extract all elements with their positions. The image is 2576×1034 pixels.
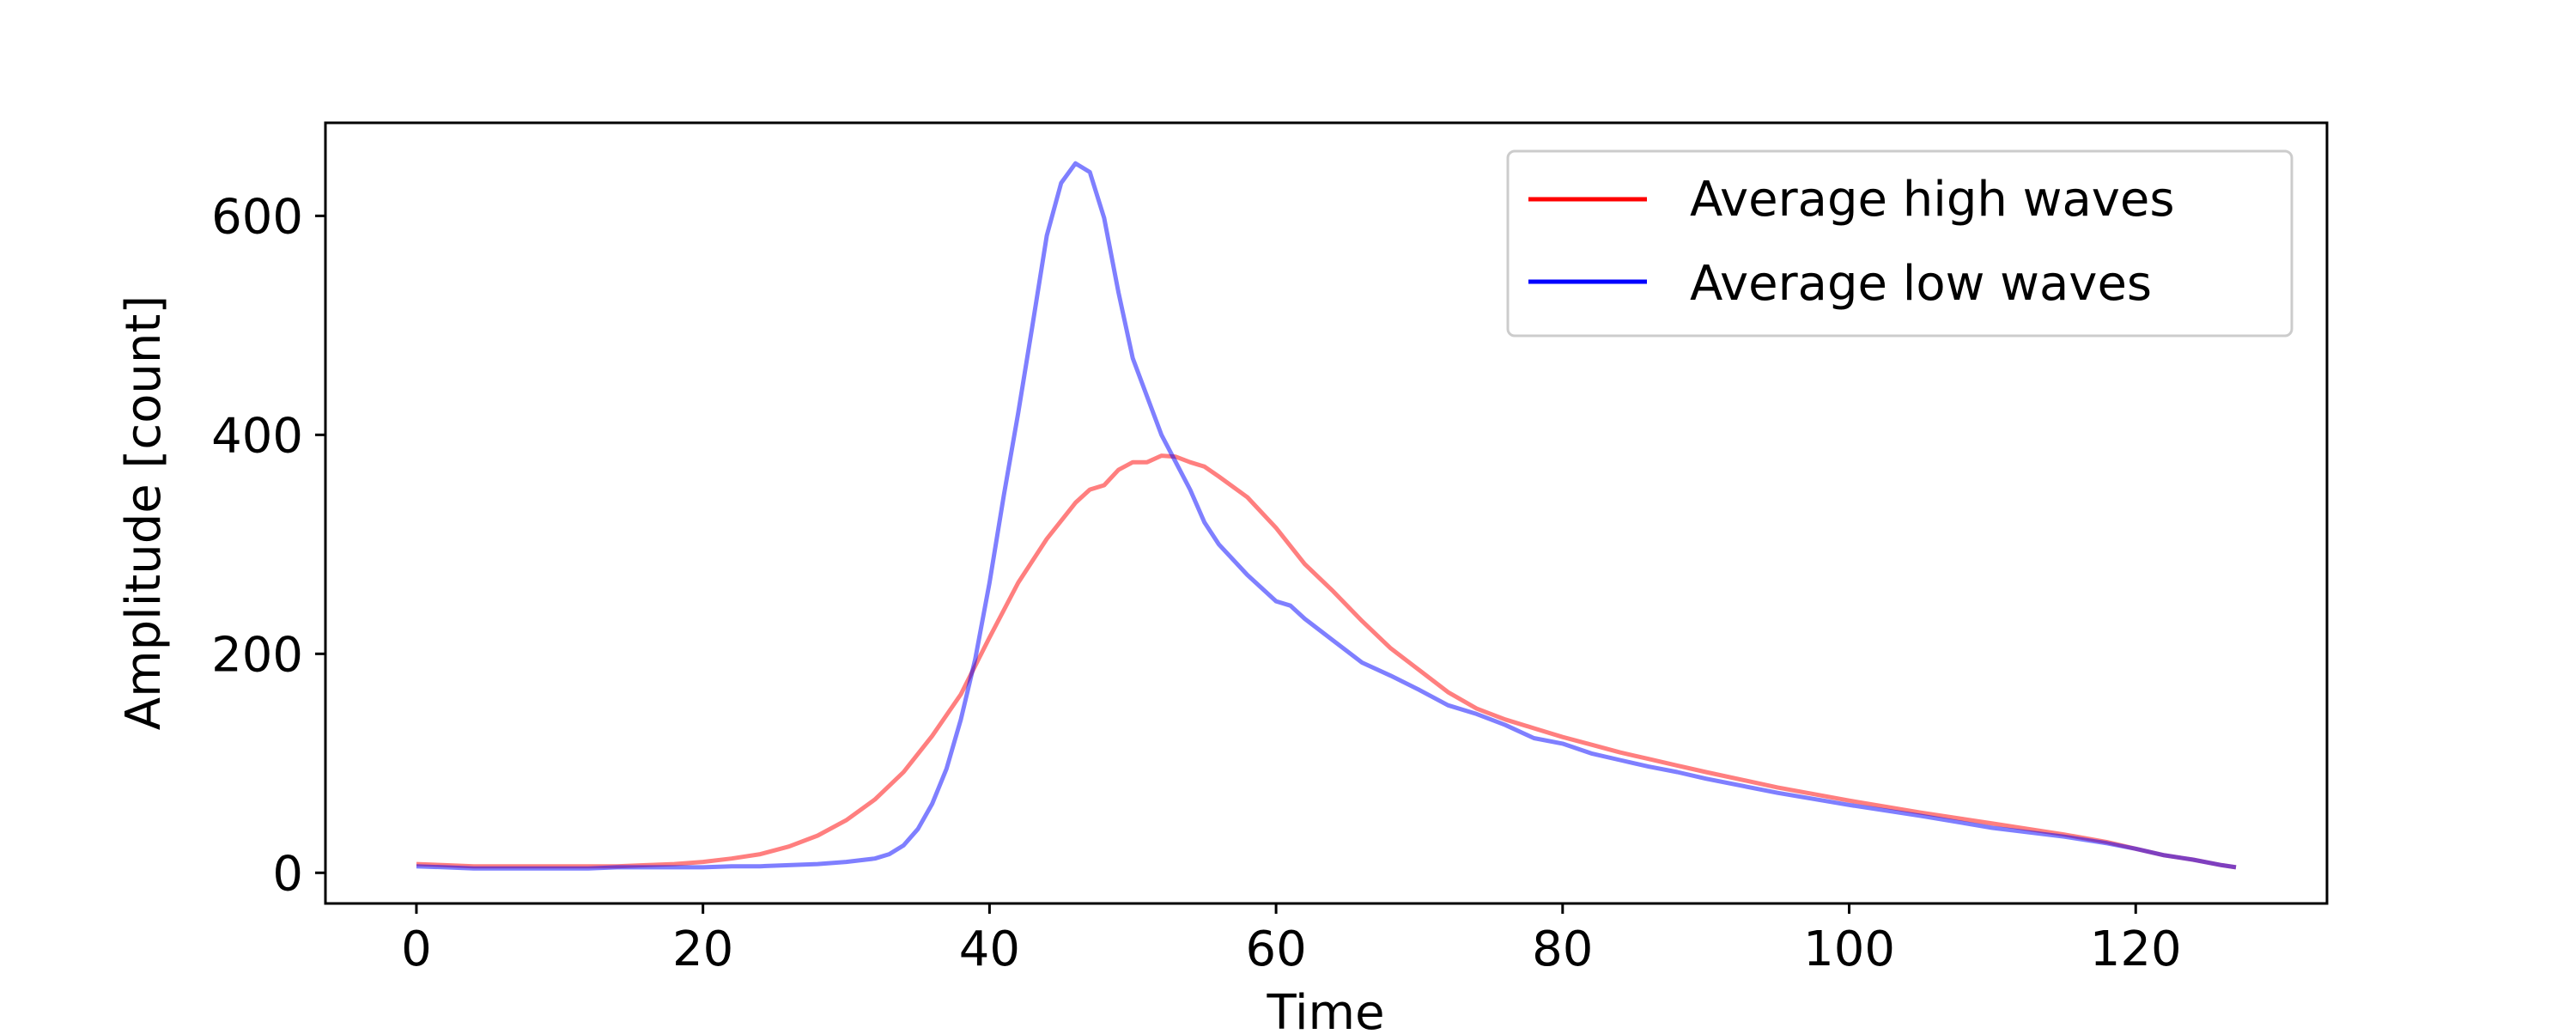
- y-tick-label: 200: [211, 627, 303, 683]
- series-line-high-waves: [416, 453, 2237, 870]
- legend: Average high waves Average low waves: [1506, 149, 2293, 338]
- legend-label-high-waves: Average high waves: [1690, 172, 2175, 228]
- x-tick-label: 40: [959, 921, 1020, 977]
- x-tick-label: 20: [672, 921, 733, 977]
- legend-label-low-waves: Average low waves: [1690, 256, 2152, 312]
- legend-frame: [1506, 149, 2293, 338]
- y-tick-label: 400: [211, 408, 303, 464]
- series-line-low-waves: [416, 161, 2237, 871]
- series-lines: [416, 161, 2237, 871]
- y-axis-label: Amplitude [count]: [116, 295, 172, 730]
- x-tick-label: 100: [1803, 921, 1895, 977]
- y-tick-label: 600: [211, 189, 303, 245]
- x-tick-label: 120: [2090, 921, 2182, 977]
- y-axis-ticks: 0 200 400 600: [211, 189, 325, 902]
- x-axis-label: Time: [1266, 985, 1384, 1031]
- x-tick-label: 80: [1532, 921, 1593, 977]
- plot-frame: [324, 121, 2329, 905]
- x-tick-label: 0: [401, 921, 432, 977]
- x-tick-label: 60: [1245, 921, 1306, 977]
- y-tick-label: 0: [272, 846, 303, 902]
- x-axis-ticks: 0 20 40 60 80 100 120: [401, 903, 2182, 977]
